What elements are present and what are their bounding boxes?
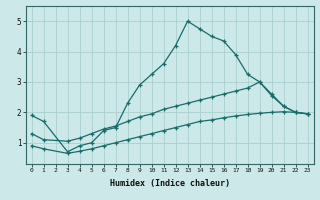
X-axis label: Humidex (Indice chaleur): Humidex (Indice chaleur) xyxy=(109,179,230,188)
